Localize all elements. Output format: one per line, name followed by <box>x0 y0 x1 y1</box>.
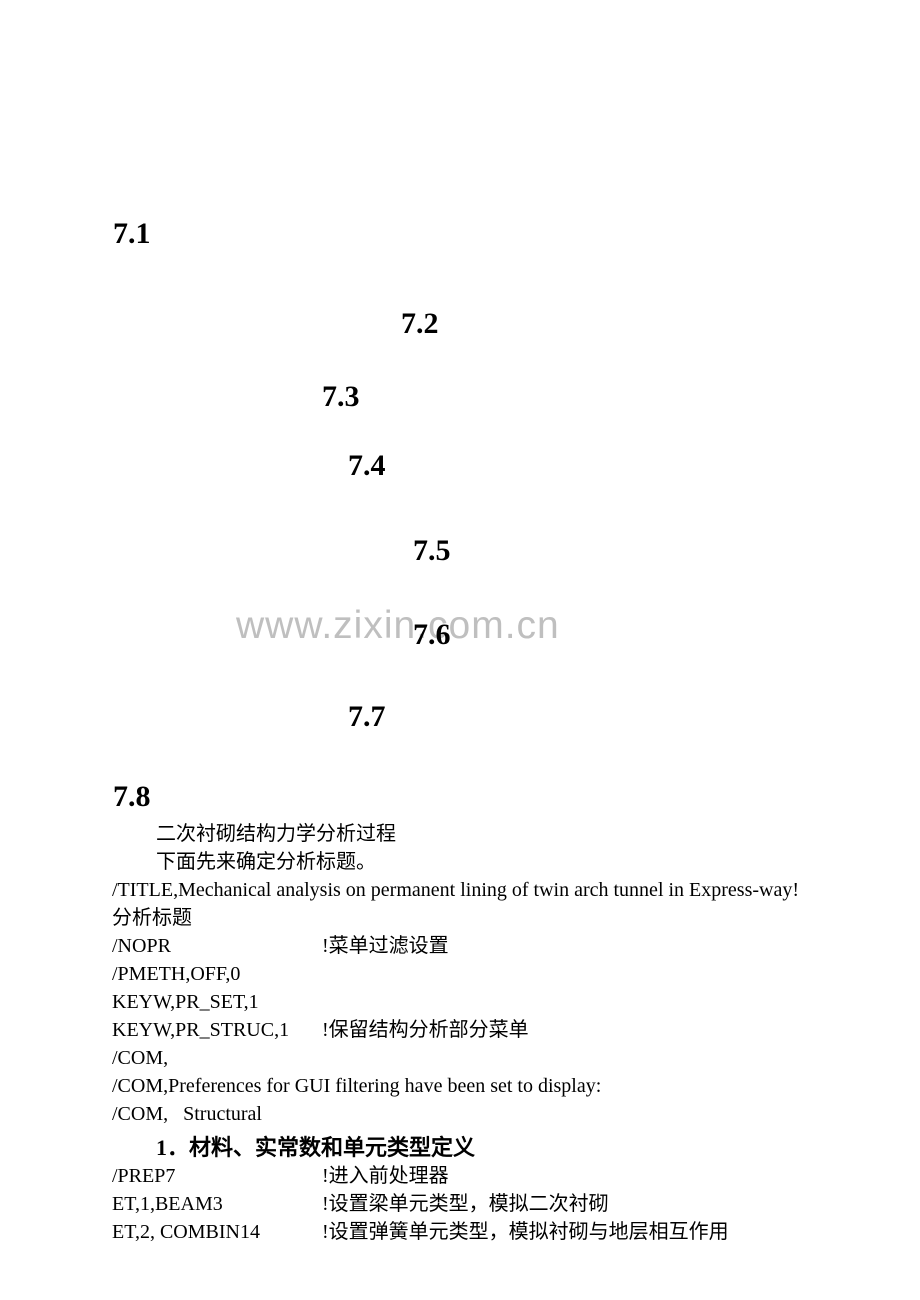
heading-7-5: 7.5 <box>413 534 451 568</box>
code-right <box>322 988 812 1016</box>
code-row: ET,2, COMBIN14 !设置弹簧单元类型，模拟衬砌与地层相互作用 <box>112 1218 812 1246</box>
code-row: /COM, <box>112 1044 812 1072</box>
code-row: ET,1,BEAM3 !设置梁单元类型，模拟二次衬砌 <box>112 1190 812 1218</box>
plain-line-2: /COM, Structural <box>112 1100 812 1128</box>
plain-line-1: /COM,Preferences for GUI filtering have … <box>112 1072 812 1100</box>
code-left: ET,1,BEAM3 <box>112 1190 322 1218</box>
sub-heading-1: 1．材料、实常数和单元类型定义 <box>112 1130 812 1162</box>
code-row: /PMETH,OFF,0 <box>112 960 812 988</box>
paragraph-2: 下面先来确定分析标题。 <box>112 848 812 876</box>
code-right: !进入前处理器 <box>322 1162 812 1190</box>
title-command-line: /TITLE,Mechanical analysis on permanent … <box>112 876 812 932</box>
heading-7-7: 7.7 <box>348 700 386 734</box>
heading-7-3: 7.3 <box>322 380 360 414</box>
code-right <box>322 960 812 988</box>
code-left: KEYW,PR_STRUC,1 <box>112 1016 322 1044</box>
code-right: !设置弹簧单元类型，模拟衬砌与地层相互作用 <box>322 1218 812 1246</box>
code-left: KEYW,PR_SET,1 <box>112 988 322 1016</box>
code-left: /NOPR <box>112 932 322 960</box>
paragraph-1: 二次衬砌结构力学分析过程 <box>112 820 812 848</box>
heading-7-6: 7.6 <box>413 618 451 652</box>
code-right: !设置梁单元类型，模拟二次衬砌 <box>322 1190 812 1218</box>
page: 7.1 7.2 7.3 7.4 7.5 www.zixin.com.cn 7.6… <box>0 0 920 1300</box>
heading-7-4: 7.4 <box>348 449 386 483</box>
heading-7-8: 7.8 <box>113 780 151 814</box>
code-left: /COM, <box>112 1044 322 1072</box>
content-block: 二次衬砌结构力学分析过程 下面先来确定分析标题。 /TITLE,Mechanic… <box>112 820 812 1246</box>
heading-7-1: 7.1 <box>113 217 151 251</box>
code-left: /PMETH,OFF,0 <box>112 960 322 988</box>
code-left: /PREP7 <box>112 1162 322 1190</box>
heading-7-2: 7.2 <box>401 307 439 341</box>
code-right <box>322 1044 812 1072</box>
watermark-text: www.zixin.com.cn <box>236 604 560 648</box>
code-row: KEYW,PR_SET,1 <box>112 988 812 1016</box>
code-left: ET,2, COMBIN14 <box>112 1218 322 1246</box>
code-right: !菜单过滤设置 <box>322 932 812 960</box>
code-right: !保留结构分析部分菜单 <box>322 1016 812 1044</box>
code-row: KEYW,PR_STRUC,1 !保留结构分析部分菜单 <box>112 1016 812 1044</box>
code-row: /PREP7 !进入前处理器 <box>112 1162 812 1190</box>
code-row: /NOPR !菜单过滤设置 <box>112 932 812 960</box>
